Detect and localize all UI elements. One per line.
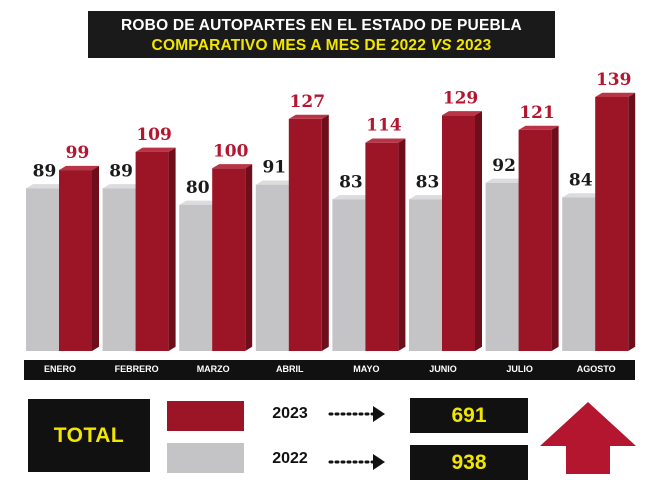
value-label-2023-julio: 121 (519, 103, 555, 123)
value-label-2022-junio: 83 (416, 172, 440, 192)
month-label-julio: JULIO (506, 364, 533, 374)
bar-2023-mayo (365, 138, 406, 351)
month-axis-bar: ENERO FEBRERO MARZO ABRIL MAYO JUNIO JULIO AGOS… (24, 360, 635, 380)
value-label-2023-febrero: 109 (136, 125, 172, 145)
value-label-2022-julio: 92 (492, 156, 516, 176)
bar-2023-julio (518, 125, 559, 352)
legend-swatch-2022 (167, 443, 244, 473)
value-label-2023-marzo: 100 (213, 141, 249, 161)
subtitle-prefix: COMPARATIVO MES A MES DE 2022 (151, 37, 431, 54)
value-label-2023-abril: 127 (290, 92, 326, 112)
month-label-mayo: MAYO (353, 364, 380, 374)
subtitle-suffix: 2023 (451, 37, 492, 54)
bar-2023-junio (442, 111, 482, 352)
value-label-2022-enero: 89 (33, 161, 57, 181)
month-label-febrero: FEBRERO (114, 364, 159, 374)
chart-title-box: ROBO DE AUTOPARTES EN EL ESTADO DE PUEBL… (88, 11, 555, 58)
bar-2023-abril (288, 114, 329, 351)
total-value-2023: 691 (410, 398, 528, 433)
bar-2022-junio (409, 195, 449, 351)
legend-year-2022: 2022 (272, 450, 308, 467)
dotted-arrow-icon (328, 406, 385, 422)
legend-year-2023: 2023 (272, 405, 308, 422)
month-label-abril: ABRIL (276, 364, 304, 374)
chart-subtitle: COMPARATIVO MES A MES DE 2022 VS 2023 (88, 37, 555, 55)
dotted-arrow-icon (328, 454, 385, 470)
value-label-2023-agosto: 139 (596, 70, 632, 90)
bar-2023-marzo (212, 164, 253, 351)
value-label-2023-enero: 99 (66, 143, 90, 163)
month-label-junio: JUNIO (429, 364, 457, 374)
value-label-2022-mayo: 83 (339, 172, 363, 192)
legend-swatch-2023 (167, 401, 244, 431)
month-label-enero: ENERO (43, 364, 76, 374)
total-label: TOTAL (28, 399, 150, 472)
total-value-2022: 938 (410, 445, 528, 480)
month-label-agosto: AGOSTO (576, 364, 616, 374)
bar-2023-febrero (135, 147, 176, 351)
up-arrow-icon (540, 402, 636, 474)
month-label-marzo: MARZO (196, 364, 230, 374)
value-label-2023-junio: 129 (443, 88, 479, 108)
chart-title: ROBO DE AUTOPARTES EN EL ESTADO DE PUEBL… (121, 17, 522, 34)
bar-2023-agosto (595, 92, 636, 352)
value-label-2022-abril: 91 (262, 158, 286, 178)
value-label-2023-mayo: 114 (366, 116, 402, 136)
value-label-2022-febrero: 89 (109, 161, 133, 181)
subtitle-vs: VS (430, 37, 452, 54)
bar-2023-enero (59, 165, 99, 351)
value-label-2022-marzo: 80 (186, 178, 210, 198)
value-label-2022-agosto: 84 (569, 171, 593, 191)
